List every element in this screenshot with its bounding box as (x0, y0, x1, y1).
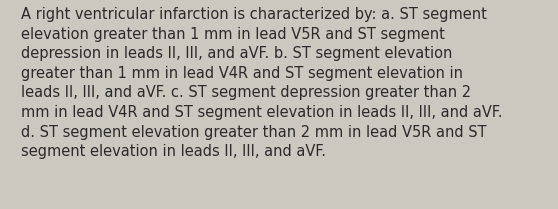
Text: A right ventricular infarction is characterized by: a. ST segment
elevation grea: A right ventricular infarction is charac… (21, 7, 502, 159)
